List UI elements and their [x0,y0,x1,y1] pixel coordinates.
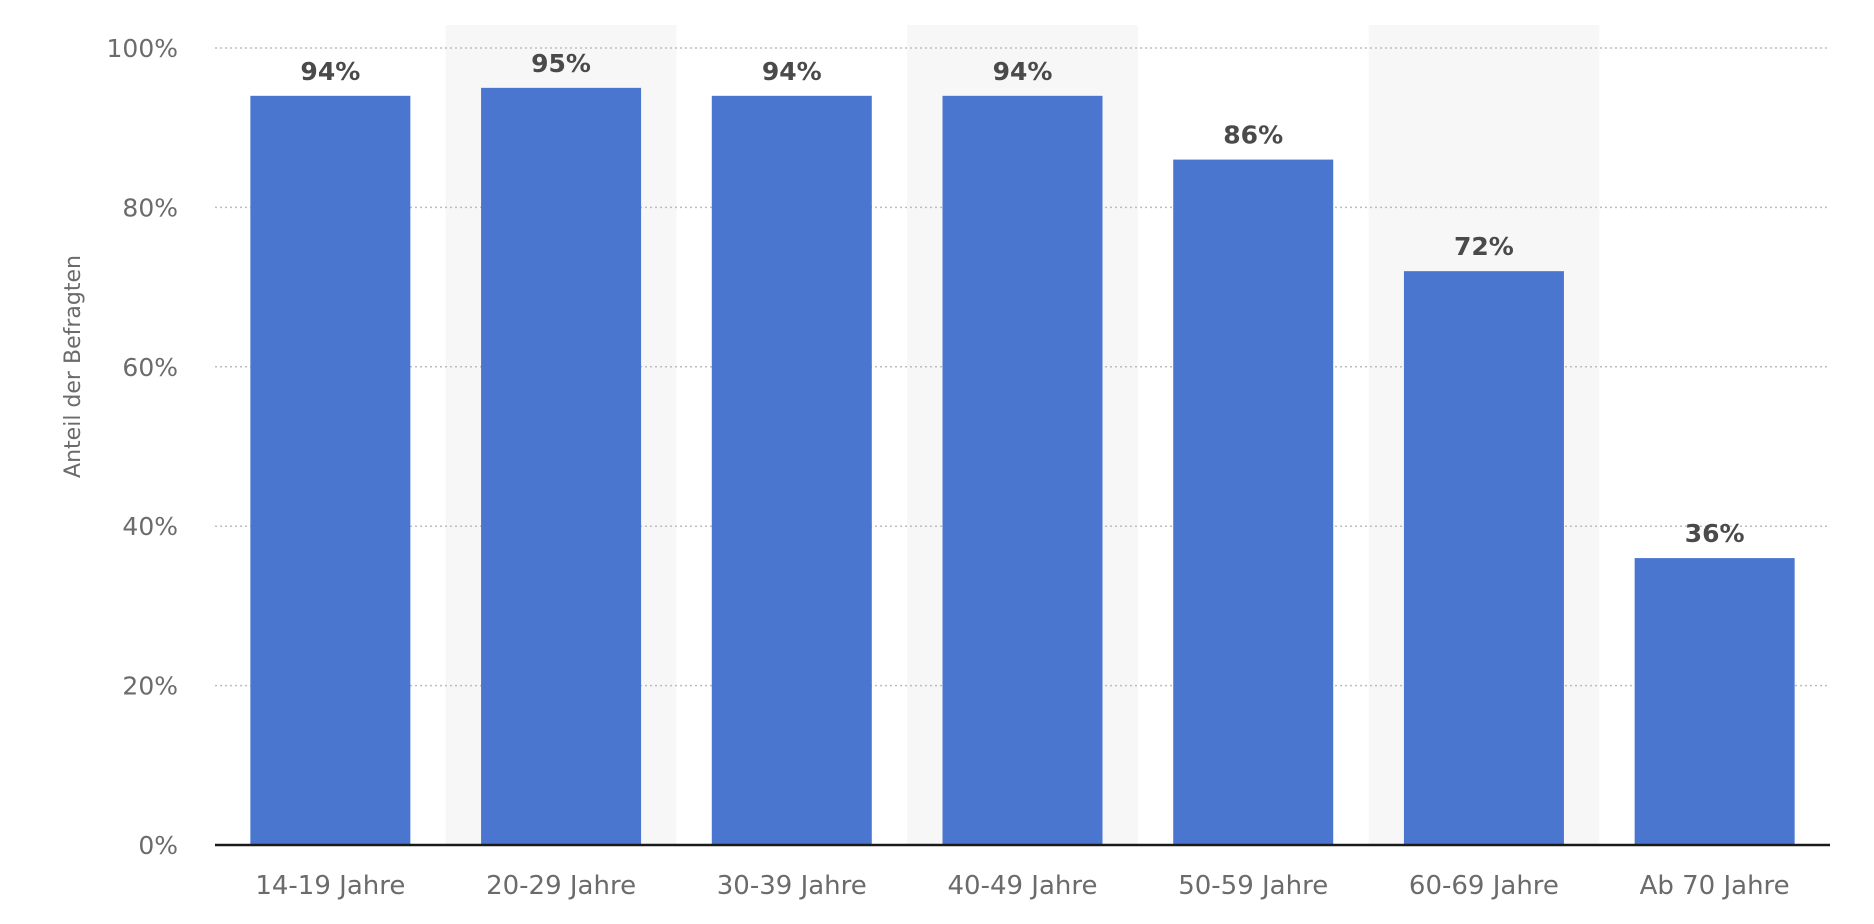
y-axis-title: Anteil der Befragten [61,255,86,478]
x-tick-label: 14-19 Jahre [255,871,405,901]
bar [481,87,642,846]
bar-value-label: 94% [300,57,360,86]
x-tick-labels: 14-19 Jahre 20-29 Jahre 30-39 Jahre 40-49 J… [255,871,1789,901]
y-tick-label: 0% [138,831,178,860]
bar [1634,558,1795,845]
bar [942,95,1103,845]
x-tick-label: Ab 70 Jahre [1640,871,1790,901]
x-tick-label: 20-29 Jahre [486,871,636,901]
bar [250,95,411,845]
x-tick-label: 40-49 Jahre [947,871,1097,901]
x-tick-label: 60-69 Jahre [1409,871,1559,901]
x-tick-label: 30-39 Jahre [717,871,867,901]
y-tick-label: 20% [122,672,178,701]
y-tick-label: 80% [122,193,178,222]
bar [1403,271,1564,845]
bar [1173,159,1334,845]
y-tick-label: 40% [122,512,178,541]
x-tick-label: 50-59 Jahre [1178,871,1328,901]
bars [250,87,1795,846]
bar-value-label: 72% [1454,232,1514,261]
bar-value-label: 86% [1223,121,1283,150]
y-tick-labels: 0% 20% 40% 60% 80% 100% [107,34,178,860]
y-tick-label: 60% [122,353,178,382]
y-tick-label: 100% [107,34,178,63]
bar-value-label: 36% [1685,519,1745,548]
bar-value-label: 95% [531,49,591,78]
bar [711,95,872,845]
bar-value-label: 94% [762,57,822,86]
bar-value-label: 94% [993,57,1053,86]
value-labels: 94% 95% 94% 94% 86% 72% 36% [300,49,1744,548]
